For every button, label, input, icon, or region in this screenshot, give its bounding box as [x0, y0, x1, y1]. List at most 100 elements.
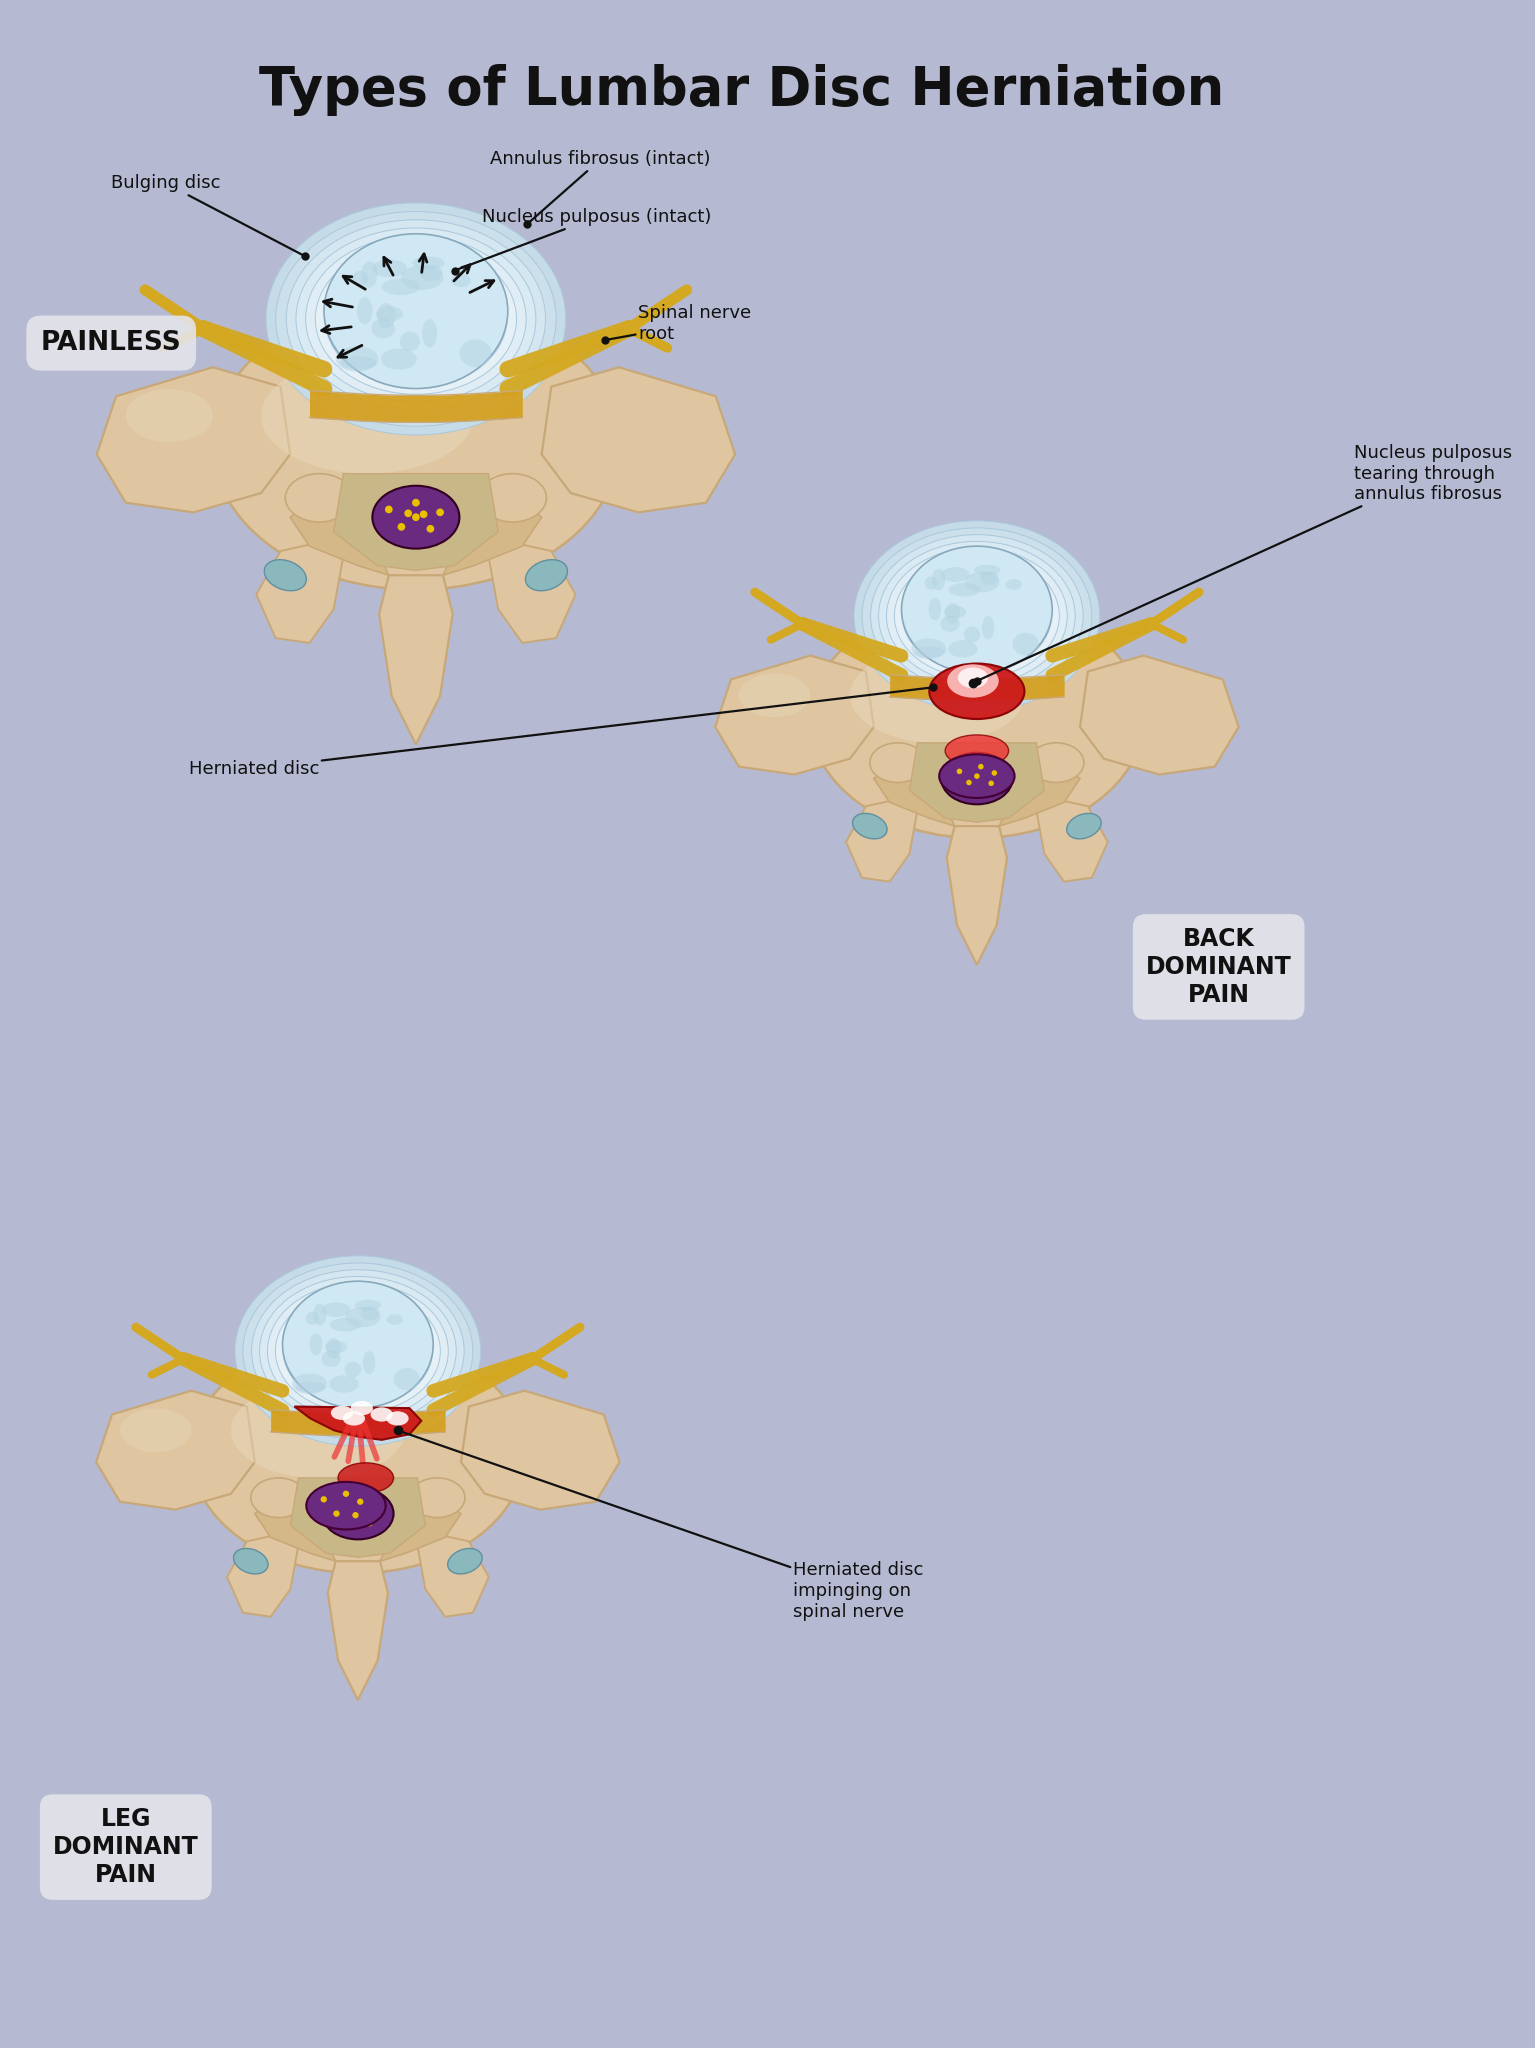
Ellipse shape — [322, 1487, 393, 1540]
Ellipse shape — [982, 616, 995, 639]
Text: Types of Lumbar Disc Herniation: Types of Lumbar Disc Herniation — [259, 63, 1225, 115]
Ellipse shape — [393, 1368, 419, 1391]
Ellipse shape — [373, 485, 459, 549]
Ellipse shape — [949, 641, 978, 657]
Polygon shape — [379, 575, 453, 745]
Ellipse shape — [282, 1282, 433, 1409]
Ellipse shape — [399, 332, 421, 352]
Polygon shape — [290, 1479, 425, 1556]
Ellipse shape — [355, 1300, 381, 1311]
Ellipse shape — [852, 813, 887, 840]
Polygon shape — [333, 473, 499, 571]
Ellipse shape — [322, 1303, 350, 1317]
Ellipse shape — [330, 1376, 359, 1393]
Ellipse shape — [361, 1307, 379, 1321]
Circle shape — [952, 768, 958, 776]
Circle shape — [353, 1511, 359, 1518]
Circle shape — [333, 1503, 339, 1511]
Ellipse shape — [296, 1382, 325, 1393]
Circle shape — [978, 764, 984, 770]
Ellipse shape — [947, 664, 999, 698]
Ellipse shape — [342, 1411, 365, 1425]
Ellipse shape — [1013, 633, 1039, 655]
Ellipse shape — [401, 266, 444, 291]
Ellipse shape — [332, 1405, 353, 1419]
Ellipse shape — [305, 236, 527, 401]
Circle shape — [342, 1518, 348, 1524]
Text: Nucleus pulposus
tearing through
annulus fibrosus: Nucleus pulposus tearing through annulus… — [976, 444, 1512, 682]
Ellipse shape — [946, 602, 961, 625]
Circle shape — [342, 1491, 348, 1497]
Ellipse shape — [321, 1352, 341, 1366]
Circle shape — [973, 776, 979, 782]
Ellipse shape — [382, 279, 421, 295]
Circle shape — [348, 1507, 355, 1513]
Ellipse shape — [305, 1311, 319, 1325]
Ellipse shape — [738, 674, 810, 717]
Circle shape — [333, 1511, 339, 1518]
Ellipse shape — [387, 1411, 408, 1425]
Ellipse shape — [929, 664, 1024, 719]
Text: Nucleus pulposus (intact): Nucleus pulposus (intact) — [454, 209, 711, 270]
Ellipse shape — [853, 520, 1099, 711]
Ellipse shape — [979, 571, 999, 586]
Ellipse shape — [126, 389, 213, 442]
Ellipse shape — [459, 340, 491, 367]
Ellipse shape — [276, 211, 556, 426]
Circle shape — [985, 784, 992, 791]
Text: PAINLESS: PAINLESS — [41, 330, 181, 356]
Circle shape — [962, 782, 969, 791]
Ellipse shape — [361, 262, 378, 289]
Polygon shape — [846, 799, 918, 881]
Ellipse shape — [325, 250, 507, 387]
Ellipse shape — [387, 1315, 402, 1325]
Ellipse shape — [325, 1337, 341, 1358]
Ellipse shape — [413, 256, 445, 270]
Polygon shape — [947, 825, 1007, 965]
Ellipse shape — [275, 1288, 441, 1413]
Ellipse shape — [338, 1462, 393, 1493]
Ellipse shape — [292, 1374, 327, 1395]
Circle shape — [361, 1507, 367, 1513]
Polygon shape — [542, 367, 735, 512]
Ellipse shape — [975, 565, 1001, 575]
Ellipse shape — [1067, 813, 1101, 840]
Ellipse shape — [810, 600, 1144, 838]
Ellipse shape — [259, 1276, 456, 1425]
Ellipse shape — [915, 647, 944, 657]
Polygon shape — [328, 1561, 388, 1700]
Ellipse shape — [912, 639, 946, 659]
Circle shape — [358, 1499, 364, 1505]
Circle shape — [993, 772, 999, 778]
Circle shape — [436, 508, 444, 516]
Ellipse shape — [1005, 580, 1022, 590]
Ellipse shape — [941, 567, 969, 582]
Polygon shape — [418, 1534, 488, 1616]
Polygon shape — [381, 1493, 460, 1561]
Circle shape — [973, 764, 979, 770]
Ellipse shape — [324, 233, 508, 389]
Circle shape — [355, 1499, 361, 1505]
Ellipse shape — [333, 258, 499, 381]
Polygon shape — [909, 743, 1044, 821]
Ellipse shape — [924, 578, 938, 590]
Circle shape — [967, 772, 973, 778]
Circle shape — [375, 1507, 381, 1513]
Polygon shape — [1081, 655, 1239, 774]
Polygon shape — [715, 655, 873, 774]
Ellipse shape — [344, 264, 488, 373]
Ellipse shape — [903, 559, 1051, 672]
Circle shape — [404, 510, 411, 518]
Ellipse shape — [266, 203, 566, 434]
Ellipse shape — [901, 547, 1051, 674]
Ellipse shape — [233, 1548, 269, 1575]
Ellipse shape — [345, 1307, 381, 1327]
Text: Herniated disc
impinging on
spinal nerve: Herniated disc impinging on spinal nerve — [398, 1430, 924, 1620]
Ellipse shape — [944, 606, 966, 618]
Ellipse shape — [325, 1341, 347, 1354]
Ellipse shape — [861, 528, 1091, 705]
Ellipse shape — [298, 1307, 418, 1397]
Ellipse shape — [250, 1479, 307, 1518]
Ellipse shape — [958, 668, 989, 688]
Polygon shape — [873, 758, 955, 825]
